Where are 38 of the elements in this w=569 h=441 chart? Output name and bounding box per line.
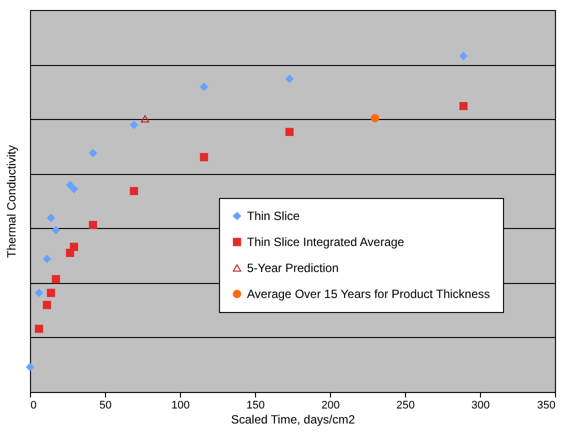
point bbox=[42, 300, 52, 310]
x-tick-label: 0 bbox=[30, 400, 37, 412]
x-tick-label: 50 bbox=[99, 400, 112, 412]
point bbox=[88, 220, 98, 230]
point bbox=[42, 254, 51, 263]
point bbox=[370, 114, 380, 122]
point bbox=[130, 186, 138, 196]
point bbox=[285, 74, 294, 83]
point bbox=[200, 153, 208, 162]
y-axis-title: Thermal Conductivity bbox=[4, 145, 18, 258]
point bbox=[130, 120, 138, 129]
x-tick-label: 100 bbox=[171, 400, 190, 412]
point bbox=[285, 128, 294, 136]
point bbox=[459, 52, 468, 60]
x-tick-label: 250 bbox=[396, 400, 415, 412]
legend-label: Average Over 15 Years for Product Thickness bbox=[247, 287, 490, 301]
point bbox=[34, 324, 44, 333]
point bbox=[88, 149, 98, 158]
point bbox=[26, 363, 34, 372]
point bbox=[52, 275, 60, 284]
point bbox=[140, 115, 150, 122]
x-tick-label: 150 bbox=[246, 400, 265, 412]
x-tick-label: 350 bbox=[537, 400, 556, 412]
point bbox=[46, 214, 56, 222]
point bbox=[66, 180, 74, 190]
point bbox=[70, 242, 78, 251]
point bbox=[200, 82, 208, 91]
point bbox=[52, 226, 60, 234]
legend-label: Thin Slice bbox=[247, 209, 300, 223]
point bbox=[459, 102, 468, 110]
legend-label: 5-Year Prediction bbox=[247, 261, 339, 275]
x-axis-title: Scaled Time, days/cm2 bbox=[230, 412, 356, 426]
legend-label: Thin Slice Integrated Average bbox=[247, 235, 405, 249]
point bbox=[70, 185, 78, 194]
point bbox=[34, 288, 44, 297]
x-tick-label: 300 bbox=[471, 400, 490, 412]
x-tick-label: 200 bbox=[321, 400, 340, 412]
point bbox=[46, 288, 56, 297]
